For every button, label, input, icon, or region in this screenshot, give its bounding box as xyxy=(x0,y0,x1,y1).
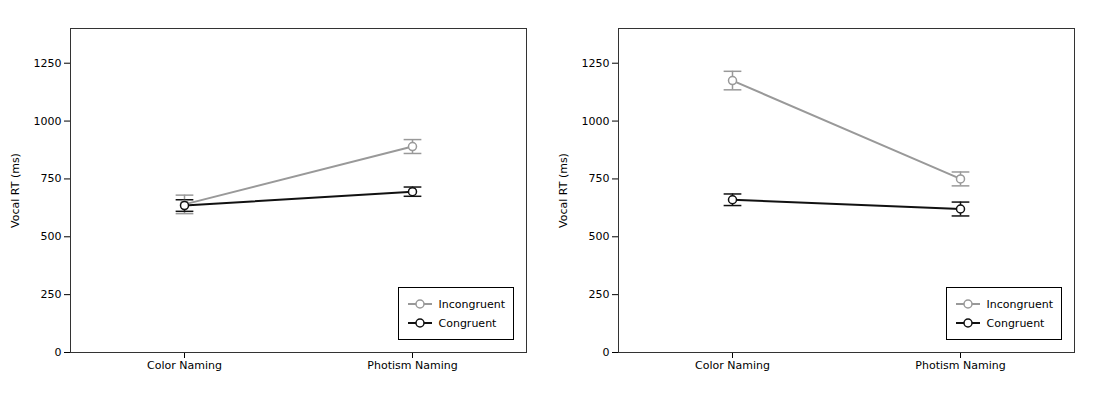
svg-text:1000: 1000 xyxy=(34,115,62,128)
html-text:Congruent: Congruent xyxy=(438,316,497,330)
svg-text:500: 500 xyxy=(41,230,62,243)
html-text:Congruent: Congruent xyxy=(986,316,1045,330)
svg-text:Vocal RT (ms): Vocal RT (ms) xyxy=(9,153,22,228)
svg-text:Photism Naming: Photism Naming xyxy=(367,359,457,372)
svg-text:1250: 1250 xyxy=(582,57,610,70)
svg-text:Color Naming: Color Naming xyxy=(147,359,222,372)
svg-text:Color Naming: Color Naming xyxy=(695,359,770,372)
svg-text:500: 500 xyxy=(589,230,610,243)
svg-text:250: 250 xyxy=(41,288,62,301)
svg-text:1000: 1000 xyxy=(582,115,610,128)
html-text:Incongruent: Incongruent xyxy=(438,297,505,311)
svg-text:250: 250 xyxy=(589,288,610,301)
svg-text:0: 0 xyxy=(603,346,610,359)
svg-text:1250: 1250 xyxy=(34,57,62,70)
svg-text:Vocal RT (ms): Vocal RT (ms) xyxy=(557,153,570,228)
svg-text:0: 0 xyxy=(55,346,62,359)
svg-text:750: 750 xyxy=(41,172,62,185)
svg-text:Photism Naming: Photism Naming xyxy=(915,359,1005,372)
svg-text:750: 750 xyxy=(589,172,610,185)
html-text:Incongruent: Incongruent xyxy=(986,297,1053,311)
